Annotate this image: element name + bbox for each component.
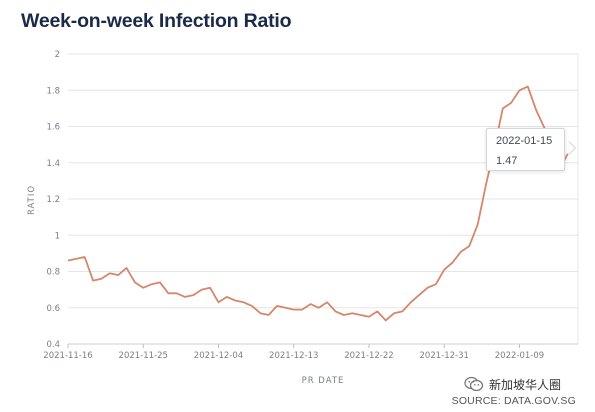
- y-tick-label: 2: [55, 50, 60, 60]
- x-tick-label: 2021-12-31: [420, 351, 469, 361]
- series-line: [67, 85, 571, 322]
- gridlines: [68, 53, 579, 344]
- x-axis-ticks: 2021-11-16 2021-11-25 2021-12-04 2021-12-13…: [43, 344, 544, 361]
- x-tick-label: 2021-12-22: [344, 351, 393, 361]
- y-tick-label: 0.4: [46, 340, 60, 350]
- x-tick-label: 2021-11-16: [43, 351, 92, 361]
- x-tick-label: 2021-12-04: [194, 351, 243, 361]
- y-tick-label: 1.6: [46, 123, 60, 133]
- y-tick-label: 1.2: [46, 195, 60, 205]
- y-tick-label: 1.8: [46, 86, 60, 96]
- source-note: SOURCE: DATA.GOV.SG: [451, 395, 576, 407]
- y-tick-label: 0.6: [46, 304, 60, 314]
- watermark: 新加坡华人圈: [464, 375, 561, 393]
- y-axis-ticks: 0.4 0.6 0.8 1 1.2 1.4 1.6 1.8 2: [46, 50, 60, 350]
- y-tick-label: 1: [55, 231, 60, 241]
- tooltip-date: 2022-01-15: [496, 135, 553, 147]
- x-tick-label: 2022-01-09: [495, 351, 544, 361]
- chart-title: Week-on-week Infection Ratio: [21, 10, 292, 32]
- x-tick-label: 2021-12-13: [269, 351, 318, 361]
- x-tick-label: 2021-11-25: [119, 351, 168, 361]
- tooltip-value: 1.47: [496, 155, 518, 167]
- series-group: [67, 85, 571, 322]
- y-tick-label: 0.8: [46, 268, 60, 278]
- data-tooltip: 2022-01-15 1.47: [486, 128, 565, 171]
- y-axis-label: RATIO: [27, 185, 37, 215]
- y-tick-label: 1.4: [46, 159, 60, 169]
- watermark-text: 新加坡华人圈: [489, 377, 562, 392]
- wechat-icon: [464, 376, 484, 392]
- x-axis-label: PR DATE: [302, 376, 345, 386]
